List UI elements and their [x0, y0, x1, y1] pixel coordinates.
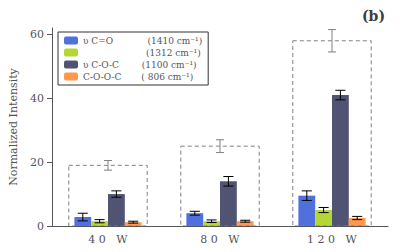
svg-text:0: 0 [37, 220, 44, 233]
svg-text:(b): (b) [362, 8, 385, 24]
svg-text:C-O-O-C ( 806 cm⁻¹): C-O-O-C ( 806 cm⁻¹) [83, 72, 193, 82]
svg-text:1 2 0 W: 1 2 0 W [307, 233, 357, 246]
svg-text:20: 20 [30, 156, 44, 169]
svg-text:υ C=O (1410 cm⁻¹): υ C=O (1410 cm⁻¹) [83, 36, 202, 46]
svg-text:υ C-O-C (1100 cm⁻¹): υ C-O-C (1100 cm⁻¹) [83, 60, 197, 70]
svg-text:4 0 W: 4 0 W [88, 233, 128, 246]
svg-text:40: 40 [30, 92, 44, 105]
svg-text:60: 60 [30, 28, 44, 41]
svg-text:8 0 W: 8 0 W [200, 233, 240, 246]
svg-text:Normalized Intensity: Normalized Intensity [7, 67, 20, 185]
svg-text:(1312 cm⁻¹): (1312 cm⁻¹) [83, 48, 201, 58]
